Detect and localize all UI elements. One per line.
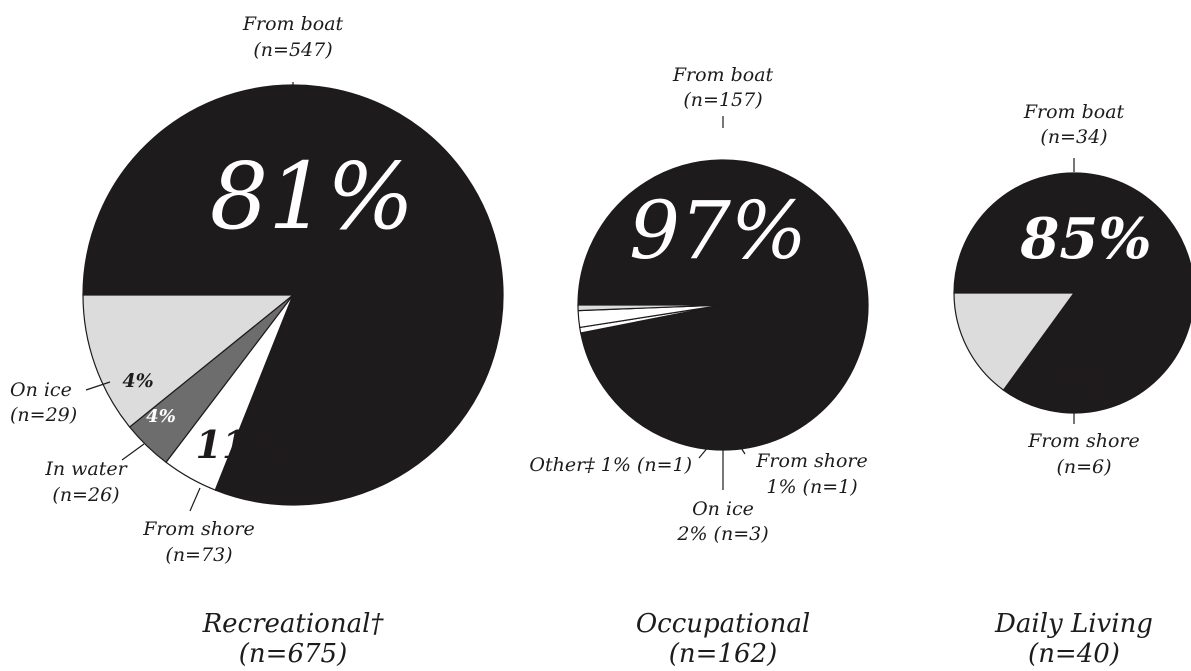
- pct-label-dl-from-boat: 85%: [1019, 206, 1151, 272]
- leader-rec-in-water: [121, 443, 145, 461]
- chart-recreational: 81% 4% 4% 11% From boat (n=547) On ice (…: [10, 13, 504, 669]
- slice-occupational-from-boat: [577, 159, 869, 451]
- slice-recreational-from-shore: [82, 294, 295, 428]
- label-occ-from-boat: From boat: [672, 64, 774, 86]
- label-occ-on-ice: On ice: [692, 498, 754, 520]
- n-label-rec-in-water: (n=26): [52, 484, 119, 506]
- pct-label-rec-from-shore: 11%: [196, 422, 285, 467]
- chart-occupational: 97% From boat (n=157) Other‡ 1% (n=1) On…: [529, 64, 869, 669]
- n-label-dl-from-boat: (n=34): [1040, 126, 1107, 148]
- chart-subtitle-recreational: (n=675): [239, 639, 347, 669]
- n-label-rec-from-boat: (n=547): [253, 39, 332, 61]
- label-rec-in-water: In water: [44, 458, 128, 480]
- label-rec-on-ice: On ice: [10, 379, 72, 401]
- pct-label-rec-on-ice: 4%: [122, 370, 153, 392]
- chart-subtitle-occupational: (n=162): [669, 639, 777, 669]
- chart-title-recreational: Recreational†: [202, 609, 385, 639]
- n-label-occ-on-ice: 2% (n=3): [676, 523, 768, 545]
- label-rec-from-boat: From boat: [242, 13, 344, 35]
- label-rec-from-shore: From shore: [142, 518, 255, 540]
- leader-occ-from-shore: [735, 439, 746, 455]
- label-dl-from-boat: From boat: [1023, 101, 1125, 123]
- pct-label-rec-in-water: 4%: [146, 406, 176, 427]
- chart-daily-living: 85% 15% From boat (n=34) From shore (n=6…: [953, 101, 1191, 669]
- leader-rec-on-ice: [85, 381, 111, 391]
- leader-occ-other: [698, 439, 715, 459]
- pct-label-dl-from-shore: 15%: [1044, 366, 1105, 396]
- slice-daily-living-from-shore: [953, 292, 1076, 391]
- chart-title-daily-living: Daily Living: [994, 609, 1153, 639]
- chart-title-occupational: Occupational: [636, 609, 810, 639]
- n-label-rec-on-ice: (n=29): [10, 404, 77, 426]
- label-dl-from-shore: From shore: [1027, 430, 1140, 452]
- slice-occupational-from-shore: [577, 304, 724, 312]
- pct-label-occ-from-boat: 97%: [629, 184, 807, 277]
- n-label-rec-from-shore: (n=73): [165, 544, 232, 566]
- chart-subtitle-daily-living: (n=40): [1028, 639, 1120, 669]
- label-occ-other: Other‡ 1% (n=1): [529, 454, 692, 476]
- n-label-dl-from-shore: (n=6): [1056, 456, 1111, 478]
- pct-label-rec-from-boat: 81%: [210, 143, 414, 250]
- n-label-occ-from-boat: (n=157): [683, 89, 762, 111]
- n-label-occ-from-shore: 1% (n=1): [766, 476, 857, 498]
- leader-rec-from-shore: [189, 487, 201, 512]
- label-occ-from-shore: From shore: [755, 450, 868, 472]
